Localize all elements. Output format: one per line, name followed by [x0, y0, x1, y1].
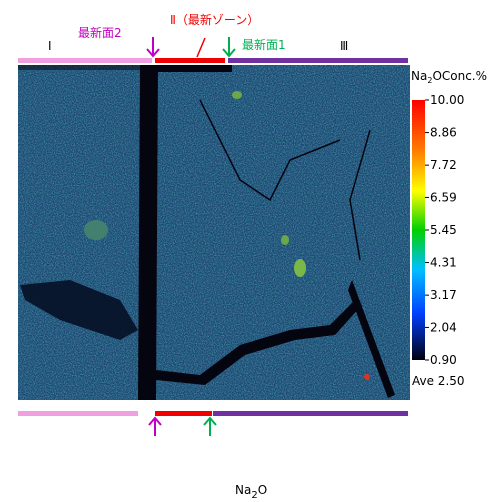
zone3-bar-top — [228, 58, 408, 63]
arrows — [146, 37, 236, 436]
tick-label: 5.45 — [430, 223, 457, 237]
colorbar-average: Ave 2.50 — [412, 374, 465, 388]
label-surface1: 最新面1 — [242, 37, 286, 52]
tick-label: 4.31 — [430, 256, 457, 270]
tick-label: 2.04 — [430, 320, 457, 334]
label-zone3: Ⅲ — [340, 39, 348, 53]
tick-label: 10.00 — [430, 93, 464, 107]
zone2-bar-bottom — [155, 411, 212, 416]
zone1-bar-bottom — [18, 411, 138, 416]
tick-label: 0.90 — [430, 353, 457, 367]
colorbar-title: Na2OConc.% — [411, 69, 487, 85]
tick-label: 7.72 — [430, 158, 457, 172]
tick-label: 6.59 — [430, 190, 457, 204]
micrograph — [18, 65, 410, 400]
label-zone2: Ⅱ（最新ゾーン） — [170, 12, 259, 27]
zone2-bar-top — [155, 58, 225, 63]
zone1-bar-top — [18, 58, 152, 63]
tick-label: 3.17 — [430, 288, 457, 302]
zone3-bar-bottom — [213, 411, 408, 416]
caption: Na2O — [235, 483, 267, 501]
label-surface2: 最新面2 — [78, 25, 122, 40]
tick-label: 8.86 — [430, 126, 457, 140]
label-zone1: Ⅰ — [48, 39, 52, 53]
colorbar-ticks: 10.00 8.86 7.72 6.59 5.45 4.31 3.17 2.04 0.90 — [425, 93, 464, 367]
colorbar — [412, 100, 425, 360]
